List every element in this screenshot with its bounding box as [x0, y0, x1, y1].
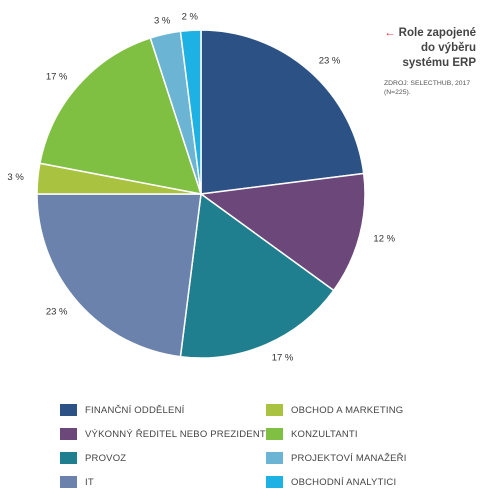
- legend: FINANČNÍ ODDĚLENÍ VÝKONNÝ ŘEDITEL NEBO P…: [60, 402, 480, 497]
- legend-swatch: [60, 452, 77, 464]
- pie-slice: [200, 29, 365, 195]
- chart-title-text: Role zapojené do výběru systému ERP: [398, 27, 476, 69]
- legend-swatch: [266, 404, 283, 416]
- legend-item-vykonny-reditel: VÝKONNÝ ŘEDITEL NEBO PREZIDENT: [60, 426, 266, 442]
- pie-slice-label: 3 %: [7, 172, 24, 183]
- legend-label: PROVOZ: [85, 452, 127, 464]
- pie-slice-label: 23 %: [319, 55, 341, 66]
- legend-item-obchod-a-marketing: OBCHOD A MARKETING: [266, 402, 403, 418]
- legend-item-financni-oddeleni: FINANČNÍ ODDĚLENÍ: [60, 402, 184, 418]
- legend-swatch: [60, 428, 77, 440]
- left-arrow-icon: ←: [384, 27, 396, 39]
- pie-slice-label: 17 %: [272, 352, 294, 363]
- pie-slice-label: 17 %: [46, 71, 68, 82]
- legend-swatch: [266, 452, 283, 464]
- legend-label: KONZULTANTI: [291, 428, 358, 440]
- legend-label: IT: [85, 476, 94, 488]
- pie-slice: [179, 192, 335, 359]
- source-note: ZDROJ: SELECTHUB, 2017 (N=225).: [384, 80, 471, 96]
- legend-swatch: [60, 476, 77, 488]
- legend-swatch: [266, 476, 283, 488]
- pie-slice: [36, 193, 202, 358]
- legend-swatch: [60, 404, 77, 416]
- legend-label: PROJEKTOVÍ MANAŽEŘI: [291, 452, 407, 464]
- legend-item-projektovi-manazeri: PROJEKTOVÍ MANAŽEŘI: [266, 450, 407, 466]
- pie-slice-label: 12 %: [373, 233, 395, 244]
- legend-label: VÝKONNÝ ŘEDITEL NEBO PREZIDENT: [85, 428, 266, 440]
- pie-slice: [199, 172, 366, 292]
- pie-slice-label: 3 %: [154, 15, 171, 26]
- pie-slice: [179, 29, 202, 195]
- legend-item-obchodni-analytici: OBCHODNÍ ANALYTICI: [266, 474, 396, 490]
- legend-label: OBCHOD A MARKETING: [291, 404, 404, 416]
- legend-label: FINANČNÍ ODDĚLENÍ: [85, 404, 185, 416]
- pie-slice: [39, 37, 203, 195]
- legend-item-it: IT: [60, 474, 94, 490]
- chart-title-block: ← Role zapojené do výběru systému ERP ZDR…: [384, 26, 476, 97]
- chart-title: ← Role zapojené do výběru systému ERP: [384, 26, 476, 71]
- legend-item-provoz: PROVOZ: [60, 450, 126, 466]
- legend-swatch: [266, 428, 283, 440]
- pie-slice-label: 23 %: [46, 307, 68, 318]
- pie-slice-label: 2 %: [182, 11, 199, 22]
- legend-label: OBCHODNÍ ANALYTICI: [291, 476, 397, 488]
- pie-chart: 23 % 12 % 17 % 23 % 3 % 17 % 3 % 2 %: [7, 11, 395, 363]
- legend-item-konzultanti: KONZULTANTI: [266, 426, 358, 442]
